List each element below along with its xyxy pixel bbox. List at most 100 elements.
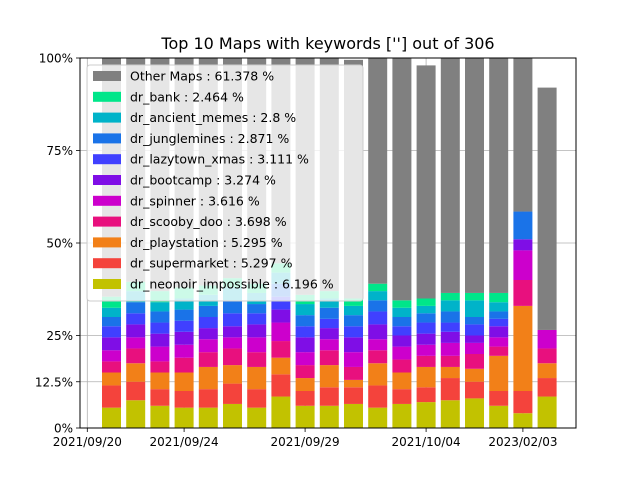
bar-segment bbox=[513, 239, 533, 251]
x-tick-label: 2021/09/20 bbox=[53, 435, 122, 449]
x-tick-label: 2021/09/24 bbox=[150, 435, 219, 449]
bar-segment bbox=[247, 324, 267, 338]
bar-segment bbox=[319, 405, 339, 428]
bar-segment bbox=[440, 400, 460, 428]
bar-segment bbox=[344, 315, 363, 327]
bar-segment bbox=[392, 317, 412, 327]
bar-segment bbox=[368, 407, 388, 428]
legend-swatch bbox=[93, 279, 121, 289]
bar-segment bbox=[489, 355, 509, 391]
bar-segment bbox=[513, 58, 533, 212]
bar-segment bbox=[150, 346, 170, 362]
bar-segment bbox=[416, 344, 436, 356]
bar-segment bbox=[465, 292, 484, 301]
bar-segment bbox=[537, 87, 557, 330]
bar-segment bbox=[319, 387, 339, 406]
bar-segment bbox=[319, 318, 339, 329]
bar-segment bbox=[295, 315, 315, 327]
bar-segment bbox=[174, 407, 194, 428]
bar-segment bbox=[319, 339, 339, 351]
bar-segment bbox=[126, 324, 146, 338]
bar-segment bbox=[174, 344, 194, 358]
bar-segment bbox=[223, 326, 242, 338]
bar-segment bbox=[440, 292, 460, 301]
bar-segment bbox=[295, 326, 315, 338]
bar-segment bbox=[295, 304, 315, 316]
bar-segment bbox=[368, 350, 388, 364]
bar-segment bbox=[271, 341, 291, 358]
legend-swatch bbox=[93, 112, 121, 123]
bar-segment bbox=[198, 305, 218, 317]
bar-segment bbox=[489, 302, 509, 312]
bar-segment bbox=[465, 300, 484, 317]
bar-segment bbox=[440, 378, 460, 401]
bar-segment bbox=[465, 324, 484, 336]
bar-segment bbox=[489, 405, 509, 428]
bar-segment bbox=[247, 407, 267, 428]
bar-segment bbox=[465, 317, 484, 325]
bar-segment bbox=[198, 317, 218, 329]
bar-segment bbox=[271, 357, 291, 375]
bar-segment bbox=[223, 300, 242, 314]
bar-segment bbox=[223, 313, 242, 327]
bar-segment bbox=[295, 365, 315, 379]
bar-segment bbox=[416, 313, 436, 323]
bar-segment bbox=[223, 365, 242, 384]
bar-segment bbox=[489, 58, 509, 293]
bar-segment bbox=[126, 400, 146, 428]
legend-label: dr_lazytown_xmas : 3.111 % bbox=[130, 152, 309, 167]
y-axis: 0% 12.5% 25% 50% 75% 100% bbox=[35, 52, 80, 436]
bar-segment bbox=[271, 322, 291, 342]
legend-label: dr_bank : 2.464 % bbox=[130, 89, 244, 104]
y-tick-label: 75% bbox=[46, 144, 73, 158]
bar-segment bbox=[392, 335, 412, 347]
bar-segment bbox=[368, 300, 388, 312]
bar-segment bbox=[271, 309, 291, 323]
bar-segment bbox=[150, 302, 170, 312]
bar-segment bbox=[465, 58, 484, 293]
bar-segment bbox=[126, 348, 146, 364]
bar-segment bbox=[102, 372, 121, 386]
bar-segment bbox=[537, 396, 557, 428]
bar-segment bbox=[344, 403, 363, 428]
legend-swatch bbox=[93, 71, 121, 81]
bar-segment bbox=[102, 307, 121, 317]
bar-segment bbox=[440, 311, 460, 323]
bar-segment bbox=[150, 361, 170, 373]
bar-segment bbox=[513, 305, 533, 391]
legend-label: dr_playstation : 5.295 % bbox=[130, 235, 283, 250]
x-tick-label: 2021/09/29 bbox=[271, 435, 340, 449]
bar-segment bbox=[319, 350, 339, 366]
y-tick-label: 100% bbox=[39, 52, 73, 66]
bar-segment bbox=[489, 318, 509, 327]
bar-segment bbox=[440, 58, 460, 293]
bar-segment bbox=[295, 352, 315, 366]
bar-segment bbox=[344, 337, 363, 353]
bar-segment bbox=[319, 307, 339, 319]
bar-segment bbox=[344, 379, 363, 388]
bar-segment bbox=[174, 309, 194, 321]
bar-segment bbox=[344, 352, 363, 367]
bar-segment bbox=[368, 291, 388, 301]
legend-label: dr_supermarket : 5.297 % bbox=[130, 256, 293, 271]
bar-segment bbox=[247, 352, 267, 367]
bar-segment bbox=[537, 329, 557, 349]
bar-segment bbox=[102, 350, 121, 362]
bar-segment bbox=[465, 335, 484, 343]
legend-swatch bbox=[93, 175, 121, 185]
bar-segment bbox=[392, 372, 412, 390]
bar-segment bbox=[465, 342, 484, 354]
y-tick-label: 0% bbox=[54, 422, 73, 436]
y-tick-label: 50% bbox=[46, 237, 73, 251]
bar-segment bbox=[126, 381, 146, 401]
bar-segment bbox=[102, 296, 121, 308]
bar-segment bbox=[247, 389, 267, 408]
bar-segment bbox=[440, 342, 460, 356]
bar-segment bbox=[416, 355, 436, 367]
legend-label: dr_scooby_doo : 3.698 % bbox=[130, 214, 287, 229]
bar-segment bbox=[319, 298, 339, 308]
bar-segment bbox=[223, 348, 242, 366]
bar-segment bbox=[174, 391, 194, 408]
legend: Other Maps : 61.378 % dr_bank : 2.464 % dr… bbox=[86, 64, 364, 302]
legend-label: dr_ancient_memes : 2.8 % bbox=[130, 110, 296, 125]
